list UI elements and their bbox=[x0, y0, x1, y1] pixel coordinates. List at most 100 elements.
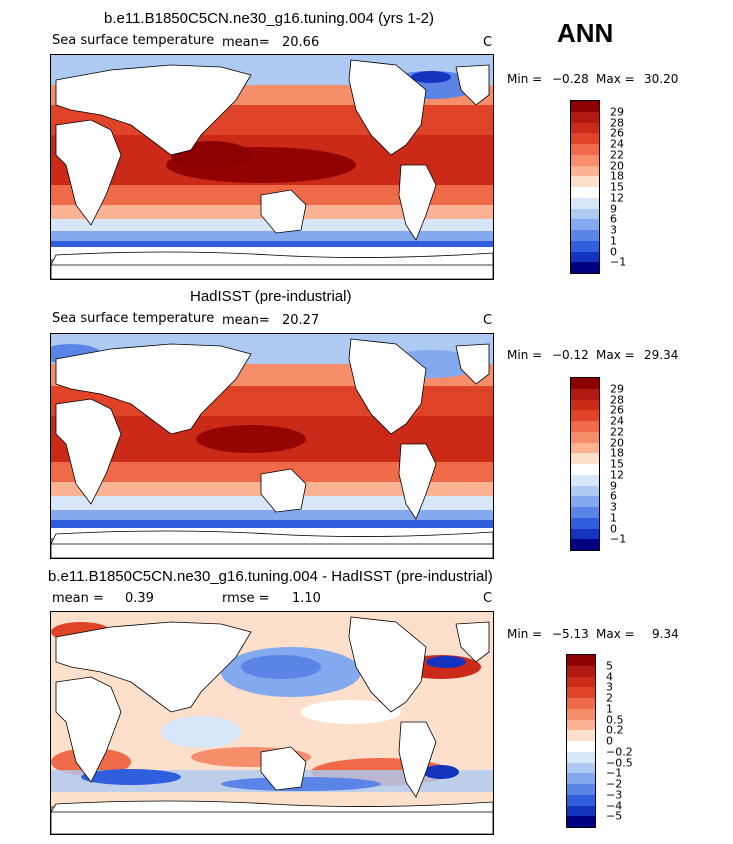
colorbar-tick-label: 0.2 bbox=[606, 723, 624, 737]
colorbar-swatch bbox=[567, 698, 595, 709]
colorbar-tick-label: −4 bbox=[606, 799, 623, 812]
colorbar-tick-label: 18 bbox=[610, 169, 624, 183]
colorbar-swatch bbox=[567, 762, 595, 774]
colorbar-swatch bbox=[571, 421, 599, 432]
colorbar-tick-label: 4 bbox=[606, 670, 613, 683]
colorbar-swatch bbox=[571, 399, 599, 411]
colorbar-swatch bbox=[571, 101, 599, 112]
colorbar-swatch bbox=[571, 410, 599, 421]
colorbar-tick-label: 29 bbox=[610, 105, 624, 119]
colorbar-swatch bbox=[571, 230, 599, 241]
panel-2-colorbar-swatches bbox=[570, 377, 600, 551]
panel-1-colorbar-swatches bbox=[570, 100, 600, 274]
colorbar-swatch bbox=[571, 431, 599, 443]
colorbar-swatch bbox=[571, 187, 599, 198]
colorbar-swatch bbox=[571, 528, 599, 540]
panel-1-min-value: −0.28 bbox=[552, 72, 589, 86]
colorbar-swatch bbox=[571, 378, 599, 389]
colorbar-swatch bbox=[571, 154, 599, 166]
panel-3-colorbar: 5 4 3 2 1 0.5 0.2 0 −0.2 −0.5 −1 −2 −3 −4 −5 bbox=[566, 654, 633, 828]
colorbar-tick-label: 0.5 bbox=[606, 713, 624, 726]
colorbar-swatch bbox=[567, 665, 595, 677]
colorbar-tick-label: −2 bbox=[606, 777, 623, 791]
colorbar-tick-label: 26 bbox=[610, 126, 624, 140]
colorbar-tick-label: 28 bbox=[610, 116, 624, 129]
panel-3-rmse-value: 1.10 bbox=[292, 591, 321, 606]
colorbar-swatch bbox=[567, 655, 595, 666]
colorbar-swatch bbox=[571, 388, 599, 400]
colorbar-swatch bbox=[571, 144, 599, 155]
colorbar-tick-label: −0.5 bbox=[606, 756, 633, 769]
colorbar-swatch bbox=[571, 496, 599, 507]
colorbar-swatch bbox=[571, 507, 599, 518]
colorbar-swatch bbox=[567, 730, 595, 741]
colorbar-tick-label: 12 bbox=[610, 468, 624, 482]
panel-2-min-label: Min = bbox=[507, 348, 543, 362]
colorbar-tick-label: 2 bbox=[606, 691, 613, 705]
colorbar-swatch bbox=[567, 676, 595, 688]
colorbar-tick-label: 28 bbox=[610, 393, 624, 406]
colorbar-swatch bbox=[567, 687, 595, 698]
colorbar-tick-label: 29 bbox=[610, 382, 624, 396]
colorbar-tick-label: 9 bbox=[610, 202, 617, 215]
panel-1-max-label: Max = bbox=[596, 72, 635, 86]
colorbar-swatch bbox=[571, 111, 599, 123]
colorbar-tick-label: −3 bbox=[606, 788, 623, 802]
panel-3-mean-value: 0.39 bbox=[125, 591, 154, 606]
panel-2-units: C bbox=[483, 313, 493, 328]
colorbar-swatch bbox=[567, 784, 595, 795]
colorbar-tick-label: 1 bbox=[606, 702, 613, 716]
colorbar-tick-label: −5 bbox=[606, 809, 623, 823]
panel-1-map bbox=[50, 54, 494, 280]
colorbar-tick-label: 15 bbox=[610, 457, 624, 471]
panel-3-min-label: Min = bbox=[507, 627, 543, 641]
colorbar-swatch bbox=[571, 208, 599, 220]
panel-3-colorbar-swatches bbox=[566, 654, 596, 828]
colorbar-swatch bbox=[567, 816, 595, 827]
colorbar-swatch bbox=[567, 805, 595, 817]
colorbar-tick-label: 12 bbox=[610, 191, 624, 205]
colorbar-swatch bbox=[571, 464, 599, 475]
panel-2-title: HadISST (pre-industrial) bbox=[190, 288, 352, 305]
colorbar-tick-label: 0 bbox=[606, 734, 613, 748]
colorbar-swatch bbox=[571, 240, 599, 252]
panel-1-units: C bbox=[483, 35, 493, 50]
panel-3-mean-label: mean = bbox=[52, 591, 104, 606]
colorbar-swatch bbox=[567, 773, 595, 784]
colorbar-tick-label: −1 bbox=[610, 532, 627, 546]
colorbar-swatch bbox=[571, 474, 599, 486]
panel-3-sst-difference-field bbox=[51, 612, 493, 834]
colorbar-tick-label: 3 bbox=[606, 680, 613, 694]
colorbar-tick-label: −0.2 bbox=[606, 745, 633, 759]
panel-2-max-value: 29.34 bbox=[644, 348, 679, 362]
colorbar-swatch bbox=[571, 219, 599, 230]
colorbar-swatch bbox=[571, 442, 599, 454]
colorbar-tick-label: 5 bbox=[606, 659, 613, 673]
panel-1-title: b.e11.B1850C5CN.ne30_g16.tuning.004 (yrs… bbox=[104, 10, 434, 27]
panel-2-min-value: −0.12 bbox=[552, 348, 589, 362]
panel-2-max-label: Max = bbox=[596, 348, 635, 362]
colorbar-tick-label: 18 bbox=[610, 446, 624, 460]
colorbar-swatch bbox=[571, 453, 599, 464]
panel-1-variable: Sea surface temperature bbox=[52, 33, 215, 48]
panel-3-title: b.e11.B1850C5CN.ne30_g16.tuning.004 - Ha… bbox=[48, 568, 493, 585]
panel-2-colorbar: 29 28 26 24 22 20 18 15 12 9 6 3 1 0 −1 bbox=[570, 377, 626, 551]
colorbar-swatch bbox=[571, 262, 599, 273]
colorbar-tick-label: 22 bbox=[610, 148, 624, 162]
season-label: ANN bbox=[557, 18, 614, 48]
panel-1-colorbar: 29 28 26 24 22 20 18 15 12 9 6 3 1 0 −1 bbox=[570, 100, 626, 274]
colorbar-tick-label: 20 bbox=[610, 159, 624, 172]
colorbar-tick-label: 9 bbox=[610, 479, 617, 492]
colorbar-tick-label: 24 bbox=[610, 414, 624, 428]
colorbar-tick-label: 26 bbox=[610, 403, 624, 417]
colorbar-tick-label: 1 bbox=[610, 234, 617, 248]
colorbar-tick-label: 24 bbox=[610, 137, 624, 151]
colorbar-tick-label: 6 bbox=[610, 212, 617, 226]
colorbar-tick-label: 0 bbox=[610, 522, 617, 535]
colorbar-tick-label: 0 bbox=[610, 245, 617, 258]
panel-3-min-value: −5.13 bbox=[552, 627, 589, 641]
colorbar-tick-label: 20 bbox=[610, 436, 624, 449]
panel-1-min-label: Min = bbox=[507, 72, 543, 86]
colorbar-swatch bbox=[571, 122, 599, 134]
colorbar-tick-label: 22 bbox=[610, 425, 624, 439]
